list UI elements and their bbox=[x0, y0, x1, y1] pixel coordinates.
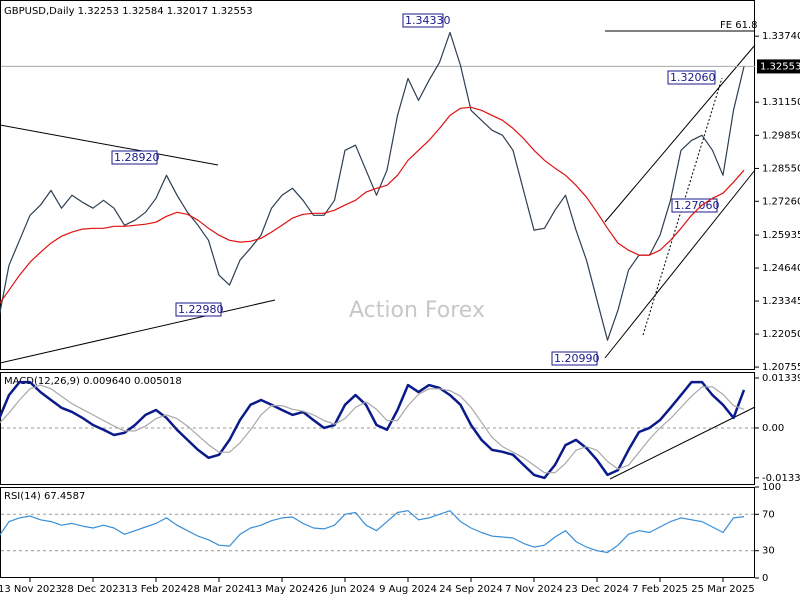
y-tick-label: 1.28550 bbox=[762, 163, 800, 174]
annotation-box bbox=[667, 70, 716, 85]
panel-title: MACD(12,26,9) 0.009640 0.005018 bbox=[4, 376, 182, 387]
y-tick-label: 1.23345 bbox=[762, 296, 800, 307]
y-tick-label: 1.33740 bbox=[762, 31, 800, 42]
y-tick-label: 1.27260 bbox=[762, 196, 800, 207]
watermark: Action Forex bbox=[349, 298, 485, 323]
y-tick-label: 0 bbox=[762, 573, 768, 584]
channel-line bbox=[604, 44, 756, 223]
annotation: 1.22980 bbox=[178, 303, 224, 316]
y-tick-label: 70 bbox=[762, 509, 775, 520]
panel-title: RSI(14) 67.4587 bbox=[4, 491, 85, 502]
y-tick-label: 100 bbox=[762, 482, 781, 493]
annotation-box bbox=[175, 302, 222, 317]
trend-line bbox=[0, 124, 219, 166]
x-tick-label: 9 Aug 2024 bbox=[379, 584, 437, 595]
projection-line bbox=[642, 77, 723, 336]
annotation-box bbox=[111, 150, 158, 165]
series-line bbox=[0, 380, 746, 480]
x-tick-label: 28 Dec 2023 bbox=[61, 584, 125, 595]
rsi-panel bbox=[0, 487, 755, 578]
macd-trend-line bbox=[609, 406, 756, 480]
annotation: 1.28920 bbox=[114, 151, 160, 164]
y-tick-label: 1.24640 bbox=[762, 263, 800, 274]
series-line bbox=[0, 31, 745, 341]
x-tick-label: 13 Nov 2023 bbox=[0, 584, 62, 595]
y-tick-label: 30 bbox=[762, 546, 775, 557]
y-tick-label: 0.00 bbox=[762, 423, 784, 434]
annotation: 1.27060 bbox=[674, 199, 720, 212]
channel-line bbox=[604, 169, 756, 359]
trend-line bbox=[0, 299, 276, 364]
y-tick-label: 1.29850 bbox=[762, 130, 800, 141]
y-tick-label: 1.25935 bbox=[762, 230, 800, 241]
y-tick-label: 1.31150 bbox=[762, 97, 800, 108]
series-line bbox=[0, 106, 745, 304]
x-tick-label: 24 Sep 2024 bbox=[439, 584, 502, 595]
annotation: FE 61.8 bbox=[720, 20, 758, 31]
y-tick-label: 0.013392 bbox=[762, 373, 800, 384]
y-tick-label: 1.20755 bbox=[762, 362, 800, 373]
annotation: 1.20990 bbox=[554, 352, 600, 365]
x-tick-label: 13 May 2024 bbox=[249, 584, 314, 595]
y-tick-label: -0.013378 bbox=[762, 473, 800, 484]
y-tick-label: 1.22050 bbox=[762, 329, 800, 340]
x-tick-label: 25 Mar 2025 bbox=[691, 584, 754, 595]
x-tick-label: 28 Mar 2024 bbox=[187, 584, 250, 595]
x-tick-label: 26 Jun 2024 bbox=[315, 584, 375, 595]
annotation: 1.32060 bbox=[670, 71, 716, 84]
series-line bbox=[0, 384, 745, 474]
x-tick-label: 13 Feb 2024 bbox=[125, 584, 187, 595]
x-tick-label: 7 Feb 2025 bbox=[632, 584, 688, 595]
macd-panel bbox=[0, 372, 755, 485]
annotation-box bbox=[551, 351, 598, 366]
last-price-box bbox=[757, 59, 800, 74]
price-panel bbox=[0, 0, 755, 370]
x-tick-label: 7 Nov 2024 bbox=[505, 584, 563, 595]
last-price-label: 1.32553 bbox=[760, 61, 800, 72]
x-tick-label: 23 Dec 2024 bbox=[565, 584, 629, 595]
annotation-box bbox=[402, 13, 444, 28]
panel-title: GBPUSD,Daily 1.32253 1.32584 1.32017 1.3… bbox=[4, 6, 253, 17]
series-line bbox=[0, 510, 745, 554]
annotation: 1.34330 bbox=[405, 14, 451, 27]
